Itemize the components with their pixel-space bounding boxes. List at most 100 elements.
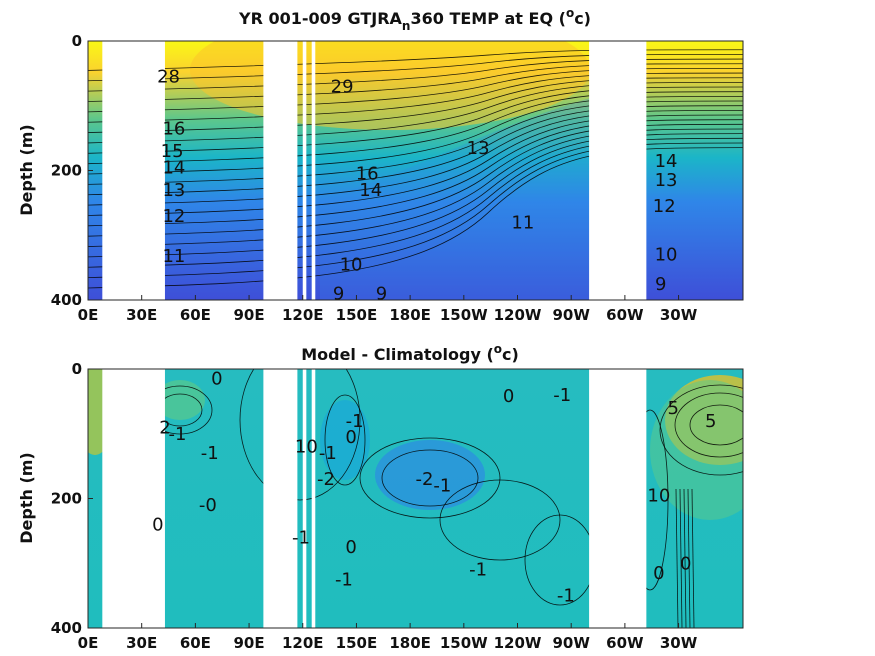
x-tick-label: 60E (180, 634, 211, 652)
land-mask (589, 369, 647, 628)
x-tick-label: 30E (126, 306, 157, 324)
anomaly-cold-west-pacific (320, 400, 370, 480)
contour-label: 13 (655, 170, 678, 191)
contour-label: 0 (211, 369, 222, 390)
x-tick-label: 120E (282, 634, 324, 652)
contour-label: -0 (199, 495, 217, 516)
bottom-chart-title: Model - Climatology (oc) (301, 342, 519, 364)
contour-label: 13 (162, 180, 185, 201)
contour-label: 11 (162, 246, 185, 267)
anomaly-cold-central-pacific (375, 440, 485, 510)
contour-label: 9 (655, 274, 666, 295)
contour-label: 0 (680, 553, 691, 574)
contour-label: 9 (333, 284, 344, 305)
temperature-panel: YR 001-009 GTJRAn360 TEMP at EQ (oc) 28 1… (17, 6, 744, 324)
x-tick-label: 30W (660, 306, 698, 324)
contour-label: 5 (705, 411, 716, 432)
x-tick-label: 0E (78, 306, 99, 324)
contour-label: 14 (655, 151, 678, 172)
contour-label: -1 (201, 443, 219, 464)
contour-label: 29 (331, 76, 354, 97)
y-tick-label: 400 (51, 619, 82, 637)
contour-label: 0 (345, 537, 356, 558)
land-mask (311, 369, 316, 628)
land-mask (589, 41, 647, 300)
contour-label: 10 (647, 485, 670, 506)
contour-label: 0 (152, 514, 163, 535)
contour-label: 16 (356, 164, 379, 185)
land-mask (263, 41, 298, 300)
contour-line (239, 369, 361, 501)
top-y-ticks: 0 200 400 (51, 32, 93, 309)
contour-label: 0 (503, 386, 514, 407)
contour-label: 12 (162, 206, 185, 227)
contour-label: 11 (511, 212, 534, 233)
contour-line (359, 437, 501, 519)
contour-line (679, 488, 683, 628)
x-tick-label: 90W (552, 634, 590, 652)
contour-line (687, 488, 691, 628)
y-tick-label: 0 (72, 32, 82, 50)
bottom-y-ticks: 0 200 400 (51, 360, 93, 637)
contour-line (381, 449, 479, 507)
x-tick-label: 150E (336, 306, 378, 324)
contour-label: 10 (295, 437, 318, 458)
land-mask (102, 41, 165, 300)
contour-label: 0 (653, 563, 664, 584)
contour-label: 2 (159, 417, 170, 438)
x-tick-label: 90E (234, 306, 265, 324)
thermocline-tilt-shading (320, 95, 600, 300)
x-tick-label: 150W (440, 634, 488, 652)
contour-label: -1 (292, 527, 310, 548)
x-tick-label: 150E (336, 634, 378, 652)
x-tick-label: 180E (389, 306, 431, 324)
x-tick-label: 120W (494, 306, 542, 324)
top-chart-title: YR 001-009 GTJRAn360 TEMP at EQ (oc) (238, 6, 591, 33)
land-mask (311, 41, 316, 300)
x-tick-label: 60W (606, 306, 644, 324)
contour-label: -1 (469, 560, 487, 581)
contour-label: 5 (667, 398, 678, 419)
contour-label: 10 (340, 254, 363, 275)
x-tick-label: 30W (660, 634, 698, 652)
x-tick-label: 90W (552, 306, 590, 324)
contour-label: -2 (317, 469, 335, 490)
x-tick-label: 180E (389, 634, 431, 652)
top-x-ticks: 0E 30E 60E 90E 120E 150E 180E 150W 120W 90W 60W 30W (78, 295, 698, 324)
anomaly-warm-west-indian-2 (155, 380, 205, 420)
x-tick-label: 0E (78, 634, 99, 652)
contour-label: -1 (319, 443, 337, 464)
x-tick-label: 120E (282, 306, 324, 324)
contour-line (691, 488, 695, 628)
y-tick-label: 200 (51, 490, 82, 508)
contour-label: -1 (346, 411, 364, 432)
x-tick-label: 150W (440, 306, 488, 324)
land-mask (263, 369, 298, 628)
land-mask-bottom (102, 369, 647, 628)
anomaly-panel: Model - Climatology (oc) 02-1-10-010 -1-2… (17, 342, 744, 652)
anomaly-warm-atlantic-outer (650, 380, 743, 520)
x-tick-label: 60W (606, 634, 644, 652)
land-mask (102, 369, 165, 628)
land-mask (302, 369, 307, 628)
x-tick-label: 120W (494, 634, 542, 652)
contour-label: 9 (376, 284, 387, 305)
contour-line (675, 488, 679, 628)
contour-line (674, 392, 743, 458)
contour-label: -1 (557, 586, 575, 607)
contour-line (324, 394, 366, 486)
y-tick-label: 400 (51, 291, 82, 309)
contour-label: 13 (467, 138, 490, 159)
contour-label: -1 (169, 424, 187, 445)
contour-label: -1 (335, 569, 353, 590)
bottom-x-ticks: 0E 30E 60E 90E 120E 150E 180E 150W 120W 90W 60W 30W (78, 623, 698, 652)
contour-label: 28 (157, 67, 180, 88)
contour-label: 15 (161, 141, 184, 162)
land-mask-top (102, 41, 647, 300)
contour-label: 14 (162, 157, 185, 178)
x-tick-label: 30E (126, 634, 157, 652)
contour-line (439, 479, 561, 561)
